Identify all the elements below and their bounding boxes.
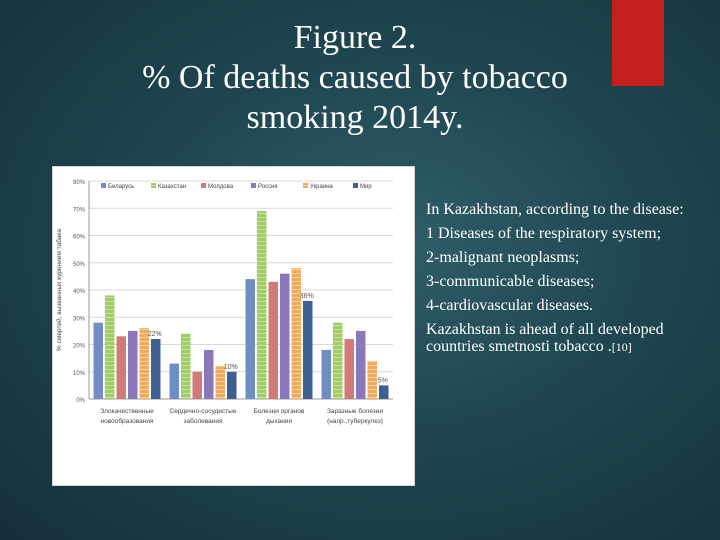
bar	[215, 366, 225, 399]
bar	[379, 385, 389, 399]
bar	[291, 268, 301, 399]
bar	[93, 322, 103, 399]
bar	[128, 330, 138, 399]
legend-label: Украина	[310, 184, 334, 190]
chart-svg: 0% 10% 20% 30% 40% 50% 60% 70% 80% % смертей, выз…	[55, 180, 393, 425]
data-label: 22%	[148, 331, 162, 338]
y-tick-label: 0%	[76, 398, 85, 404]
bar	[151, 339, 161, 399]
x-category-label: новообразования	[101, 417, 154, 425]
legend-swatch	[151, 183, 156, 188]
summary-item-2: 2-malignant neoplasms;	[426, 249, 580, 266]
legend-label: Казахстан	[158, 184, 186, 190]
summary-intro: In Kazakhstan, according to the disease:	[426, 201, 684, 218]
bar	[303, 300, 313, 399]
y-tick-label: 80%	[73, 180, 86, 186]
bar	[245, 279, 255, 399]
y-tick-label: 60%	[73, 235, 86, 241]
legend-label: Молдова	[208, 184, 234, 190]
data-label: 36%	[300, 293, 314, 300]
bar	[367, 360, 377, 399]
slide-title: Figure 2. % Of deaths caused by tobacco …	[60, 18, 650, 138]
summary-item-1: 1 Diseases of the respiratory system;	[426, 225, 662, 242]
y-tick-label: 10%	[73, 371, 86, 377]
y-tick-label: 30%	[73, 316, 86, 322]
x-category-label: Сердечно-сосудистые	[170, 408, 237, 415]
summary-text: In Kazakhstan, according to the disease:…	[426, 201, 706, 363]
legend-label: Мир	[360, 184, 372, 190]
x-category-label: Злокачественные	[100, 408, 154, 415]
title-line-2: % Of deaths caused by tobacco	[142, 59, 568, 96]
bar	[116, 336, 126, 399]
bar	[344, 339, 354, 399]
legend-swatch	[251, 183, 256, 188]
summary-item-4: 4-cardiovascular diseases.	[426, 297, 594, 314]
red-accent-block	[612, 0, 664, 86]
legend-swatch	[101, 183, 106, 188]
conclusion-text: Kazakhstan is ahead of all developed cou…	[426, 321, 664, 355]
bar	[204, 349, 214, 399]
x-category-label: Заразные болезни	[327, 407, 383, 415]
bar-chart: 0% 10% 20% 30% 40% 50% 60% 70% 80% % смертей, выз…	[52, 166, 415, 486]
legend-swatch	[303, 183, 308, 188]
legend-label: Беларусь	[108, 184, 134, 190]
bar	[192, 371, 202, 399]
bar	[321, 349, 331, 399]
bar	[257, 210, 267, 399]
bar	[227, 371, 237, 399]
x-category-label: (напр.,туберкулез)	[327, 417, 383, 425]
bar	[105, 295, 115, 399]
legend-swatch	[353, 183, 358, 188]
y-tick-label: 70%	[73, 207, 86, 213]
y-axis-title: % смертей, вызванных курением табака	[55, 229, 63, 351]
x-category-label: заболевания	[184, 417, 223, 425]
reference: [10]	[611, 340, 632, 354]
bar	[333, 322, 343, 399]
x-category-label: дыхания	[266, 418, 292, 425]
title-line-3: smoking 2014y.	[246, 99, 464, 136]
bar	[169, 363, 179, 399]
legend-label: Россия	[258, 184, 278, 190]
bar	[280, 273, 290, 399]
data-label: 10%	[224, 364, 238, 371]
bar	[139, 328, 149, 399]
bar	[268, 281, 278, 399]
bar	[181, 333, 191, 399]
title-line-1: Figure 2.	[293, 19, 417, 56]
summary-item-3: 3-communicable diseases;	[426, 273, 595, 290]
y-tick-label: 40%	[73, 289, 86, 295]
x-category-label: Болезни органов	[254, 408, 305, 415]
legend-swatch	[201, 183, 206, 188]
summary-conclusion: Kazakhstan is ahead of all developed cou…	[426, 321, 706, 356]
data-label: 5%	[378, 377, 388, 384]
y-tick-label: 50%	[73, 262, 86, 268]
bar	[356, 330, 366, 399]
y-tick-label: 20%	[73, 344, 86, 350]
